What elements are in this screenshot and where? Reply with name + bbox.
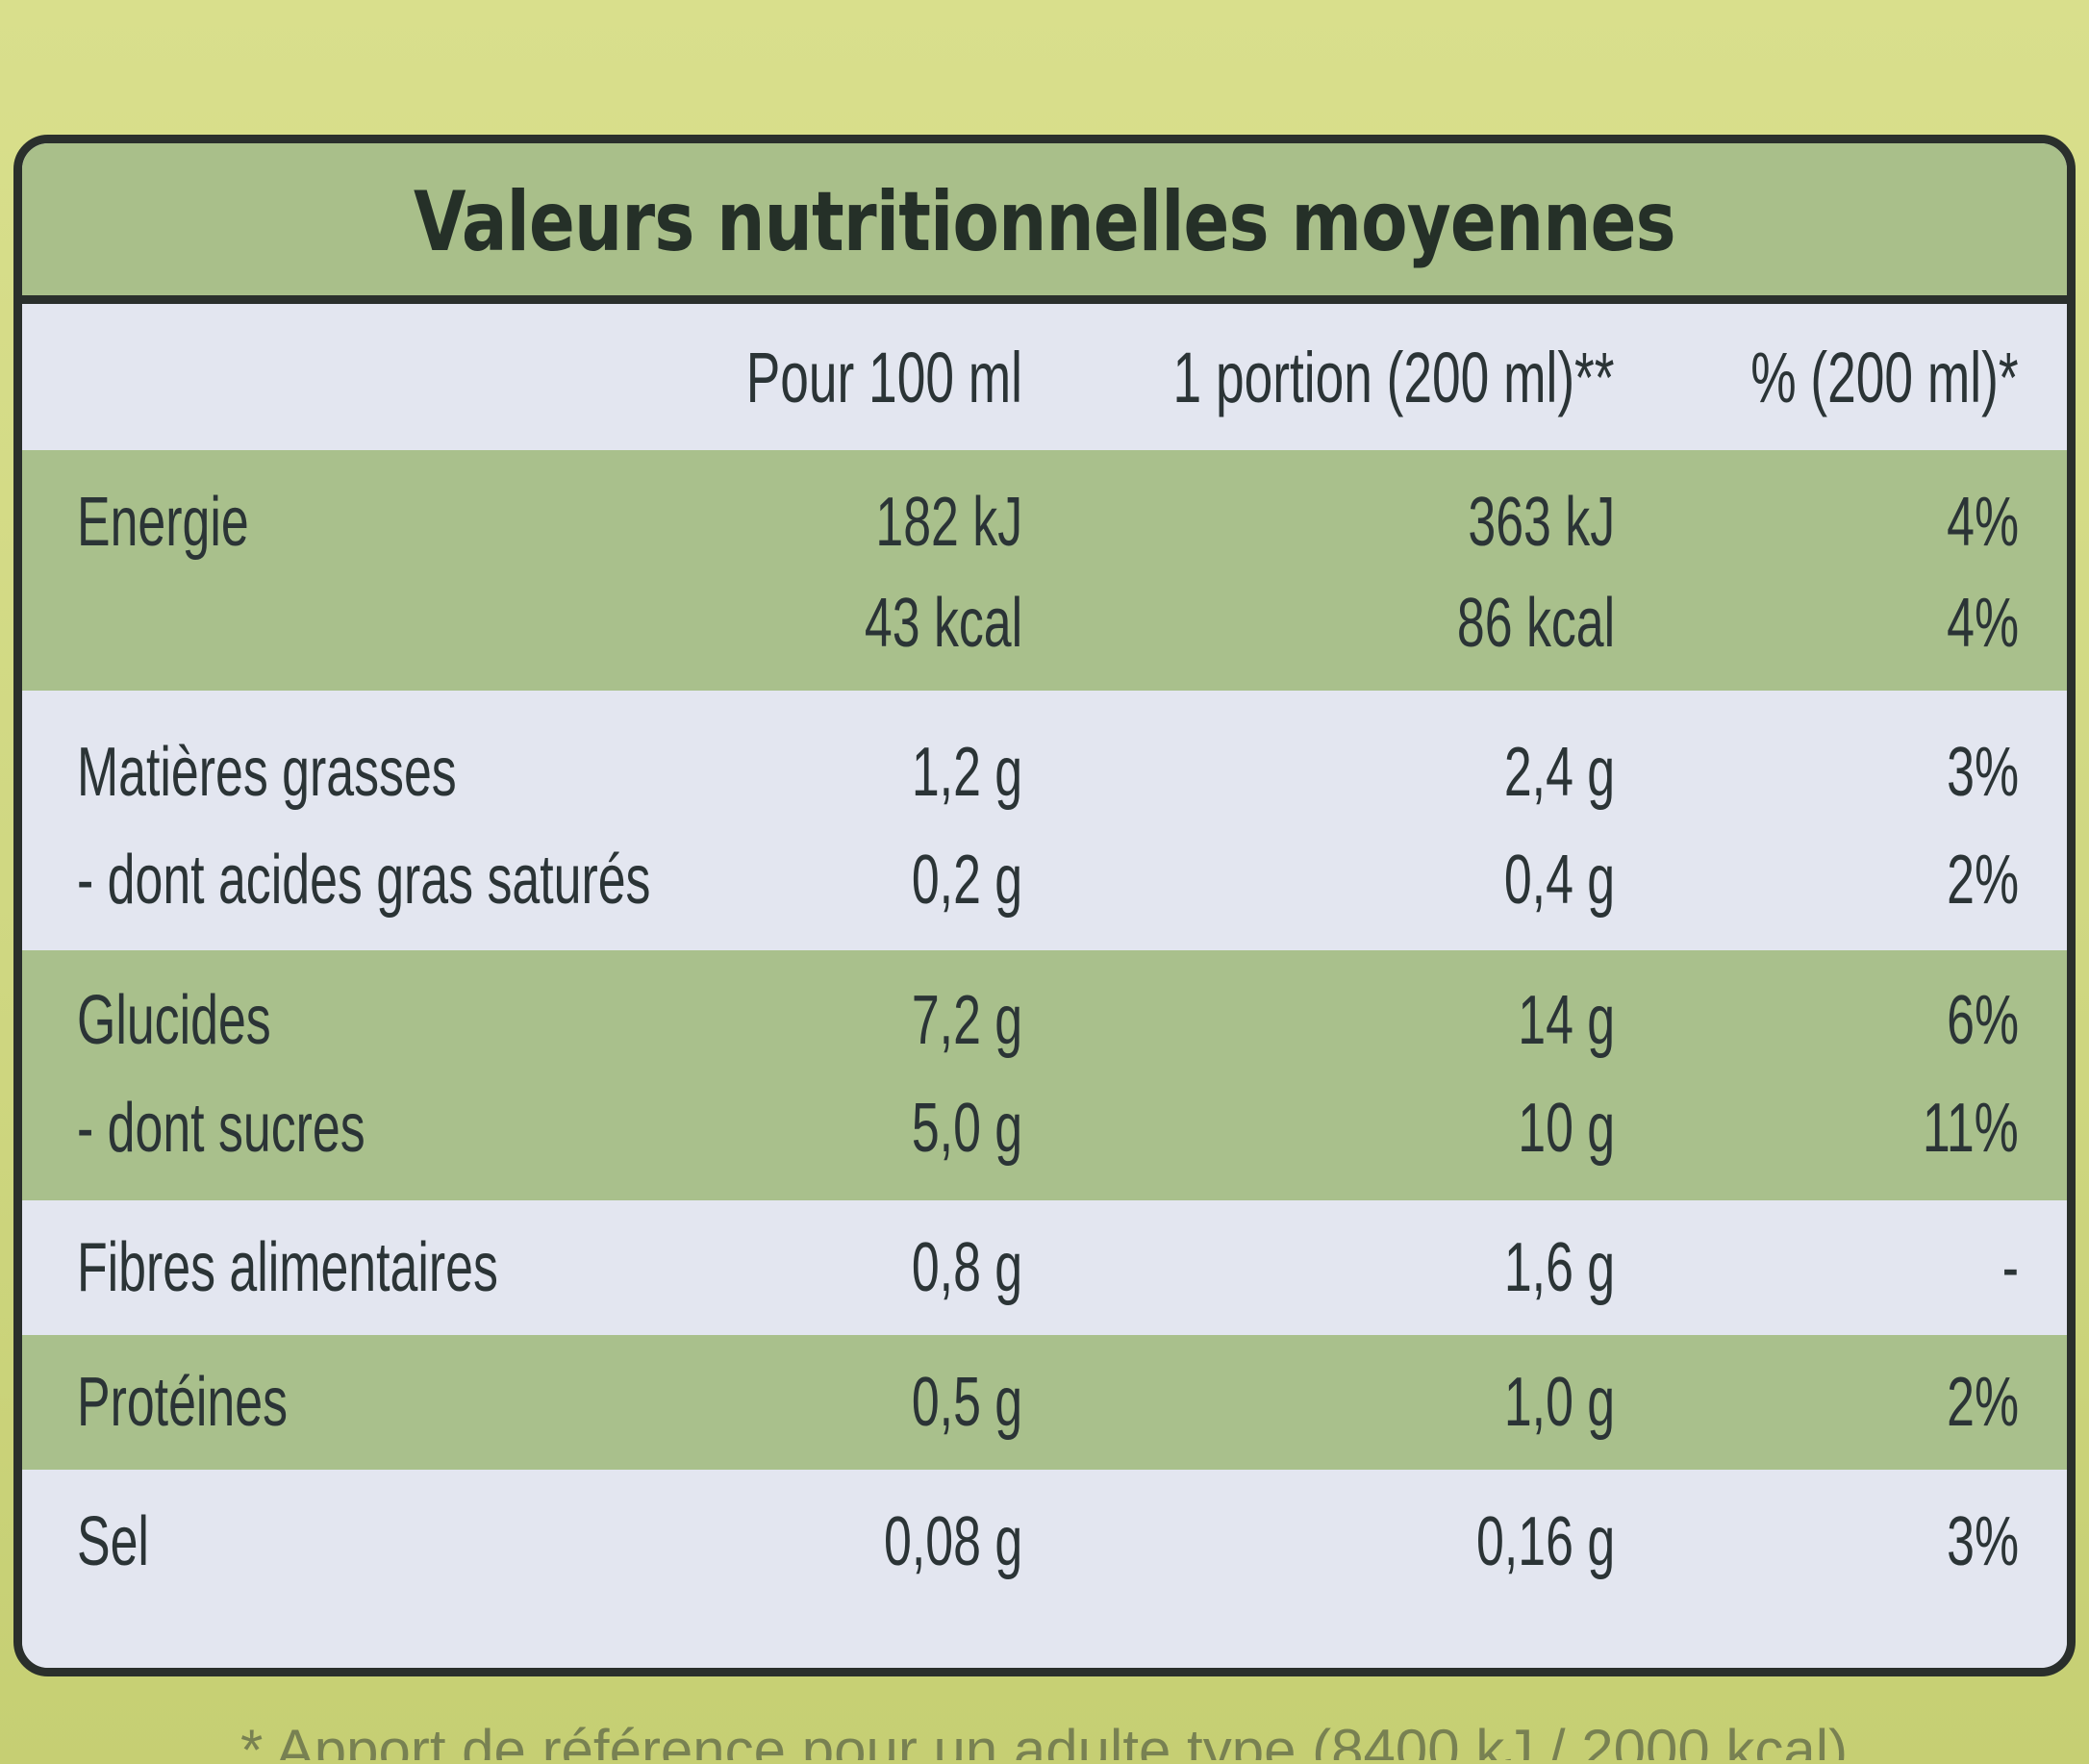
value-acides-gras-satures-percent: 2% <box>1947 842 2019 919</box>
value-energie-kj-portion: 363 kJ <box>1468 484 1615 561</box>
value-proteines-100ml: 0,5 g <box>911 1364 1022 1441</box>
row-label-matieres-grasses: Matières grasses <box>77 734 457 811</box>
row-label-sucres: - dont sucres <box>77 1090 365 1167</box>
fat-band: Matières grasses 1,2 g 2,4 g 3% - dont a… <box>22 691 2067 950</box>
row-label-acides-gras-satures: - dont acides gras saturés <box>77 842 651 919</box>
value-glucides-100ml: 7,2 g <box>911 982 1022 1059</box>
value-energie-kj-100ml: 182 kJ <box>875 484 1022 561</box>
column-header-portion: 1 portion (200 ml)** <box>1172 338 1615 417</box>
protein-band: Protéines 0,5 g 1,0 g 2% <box>22 1335 2067 1470</box>
value-sucres-portion: 10 g <box>1518 1090 1615 1167</box>
footnote: * Apport de référence pour un adulte typ… <box>240 1722 1849 1760</box>
value-energie-kcal-100ml: 43 kcal <box>864 585 1022 662</box>
row-label-fibres: Fibres alimentaires <box>77 1229 498 1306</box>
column-header-per-100ml: Pour 100 ml <box>745 338 1022 417</box>
value-matieres-grasses-percent: 3% <box>1947 734 2019 811</box>
row-label-glucides: Glucides <box>77 982 271 1059</box>
column-header-percent: % (200 ml)* <box>1750 338 2019 417</box>
value-matieres-grasses-portion: 2,4 g <box>1503 734 1615 811</box>
value-energie-kcal-portion: 86 kcal <box>1456 585 1615 662</box>
value-sel-100ml: 0,08 g <box>883 1503 1022 1580</box>
value-sel-percent: 3% <box>1947 1503 2019 1580</box>
row-label-energie: Energie <box>77 484 249 561</box>
value-energie-kcal-percent: 4% <box>1947 585 2019 662</box>
value-acides-gras-satures-portion: 0,4 g <box>1503 842 1615 919</box>
row-label-proteines: Protéines <box>77 1364 289 1441</box>
salt-band: Sel 0,08 g 0,16 g 3% <box>22 1470 2067 1668</box>
fibre-band: Fibres alimentaires 0,8 g 1,6 g - <box>22 1200 2067 1335</box>
carbs-band: Glucides 7,2 g 14 g 6% - dont sucres 5,0… <box>22 950 2067 1200</box>
energy-band: Energie 182 kJ 363 kJ 4% 43 kcal 86 kcal… <box>22 450 2067 691</box>
value-proteines-percent: 2% <box>1947 1364 2019 1441</box>
value-fibres-100ml: 0,8 g <box>911 1229 1022 1306</box>
title-band: Valeurs nutritionnelles moyennes <box>22 143 2067 304</box>
value-acides-gras-satures-100ml: 0,2 g <box>911 842 1022 919</box>
value-fibres-portion: 1,6 g <box>1503 1229 1615 1306</box>
value-fibres-percent: - <box>2001 1229 2019 1306</box>
table-title: Valeurs nutritionnelles moyennes <box>414 174 1676 270</box>
value-proteines-portion: 1,0 g <box>1503 1364 1615 1441</box>
value-sucres-percent: 11% <box>1923 1090 2019 1167</box>
value-glucides-portion: 14 g <box>1518 982 1615 1059</box>
value-glucides-percent: 6% <box>1947 982 2019 1059</box>
value-energie-kj-percent: 4% <box>1947 484 2019 561</box>
nutrition-table: Valeurs nutritionnelles moyennes Pour 10… <box>13 135 2076 1676</box>
value-matieres-grasses-100ml: 1,2 g <box>911 734 1022 811</box>
value-sel-portion: 0,16 g <box>1475 1503 1615 1580</box>
row-label-sel: Sel <box>77 1503 149 1580</box>
header-row: Pour 100 ml 1 portion (200 ml)** % (200 … <box>22 304 2067 450</box>
value-sucres-100ml: 5,0 g <box>911 1090 1022 1167</box>
